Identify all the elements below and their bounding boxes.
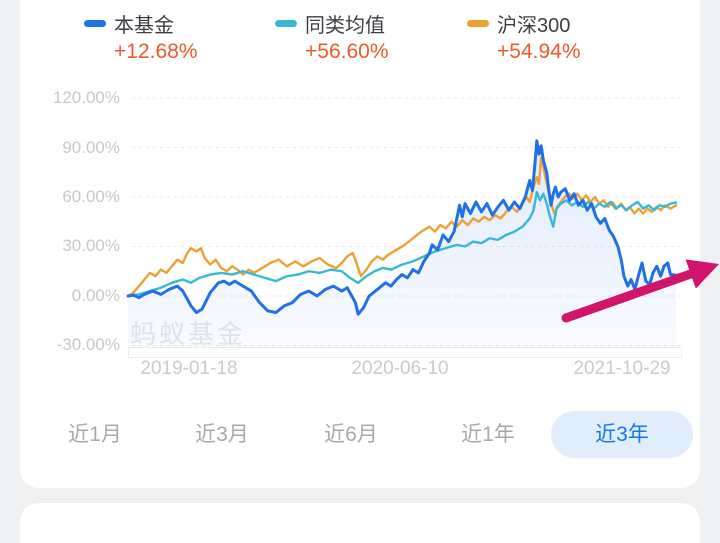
x-axis-date: 2019-01-18 [140, 358, 238, 379]
y-axis-tick: 60.00% [62, 187, 120, 206]
legend-label: 本基金 [114, 14, 174, 37]
x-axis-date: 2020-06-10 [351, 358, 449, 379]
watermark: 蚂蚁基金 [130, 319, 247, 349]
csi300-return-value: +54.94% [497, 40, 581, 63]
y-axis-tick: 90.00% [62, 138, 120, 157]
legend-item-fund: 本基金 +12.68% [84, 10, 198, 64]
next-section-card [20, 503, 700, 543]
legend-label: 同类均值 [305, 14, 385, 37]
x-axis-date: 2021-10-29 [573, 358, 671, 379]
legend-item-category-avg: 同类均值 +56.60% [275, 10, 389, 64]
period-tabs: 近1月 近3月 近6月 近1年 近3年 [0, 411, 720, 458]
category-avg-return-value: +56.60% [305, 40, 389, 63]
y-axis-tick: 120.00% [52, 88, 120, 107]
y-axis-tick: 0.00% [71, 286, 120, 305]
tab-3-months[interactable]: 近3月 [195, 423, 249, 446]
y-axis-tick: 30.00% [62, 236, 120, 255]
legend-item-csi300: 沪深300 +54.94% [467, 10, 581, 64]
y-axis-tick: -30.00% [56, 335, 120, 354]
category-avg-line-swatch-icon [275, 19, 297, 27]
tab-1-year[interactable]: 近1年 [461, 423, 515, 446]
tab-6-months[interactable]: 近6月 [324, 423, 378, 446]
fund-return-value: +12.68% [114, 40, 198, 63]
tab-1-month[interactable]: 近1月 [68, 423, 122, 446]
legend-label: 沪深300 [497, 14, 571, 37]
fund-line-swatch-icon [84, 19, 106, 27]
csi300-line-swatch-icon [467, 19, 489, 27]
tab-3-years[interactable]: 近3年 [551, 411, 693, 458]
